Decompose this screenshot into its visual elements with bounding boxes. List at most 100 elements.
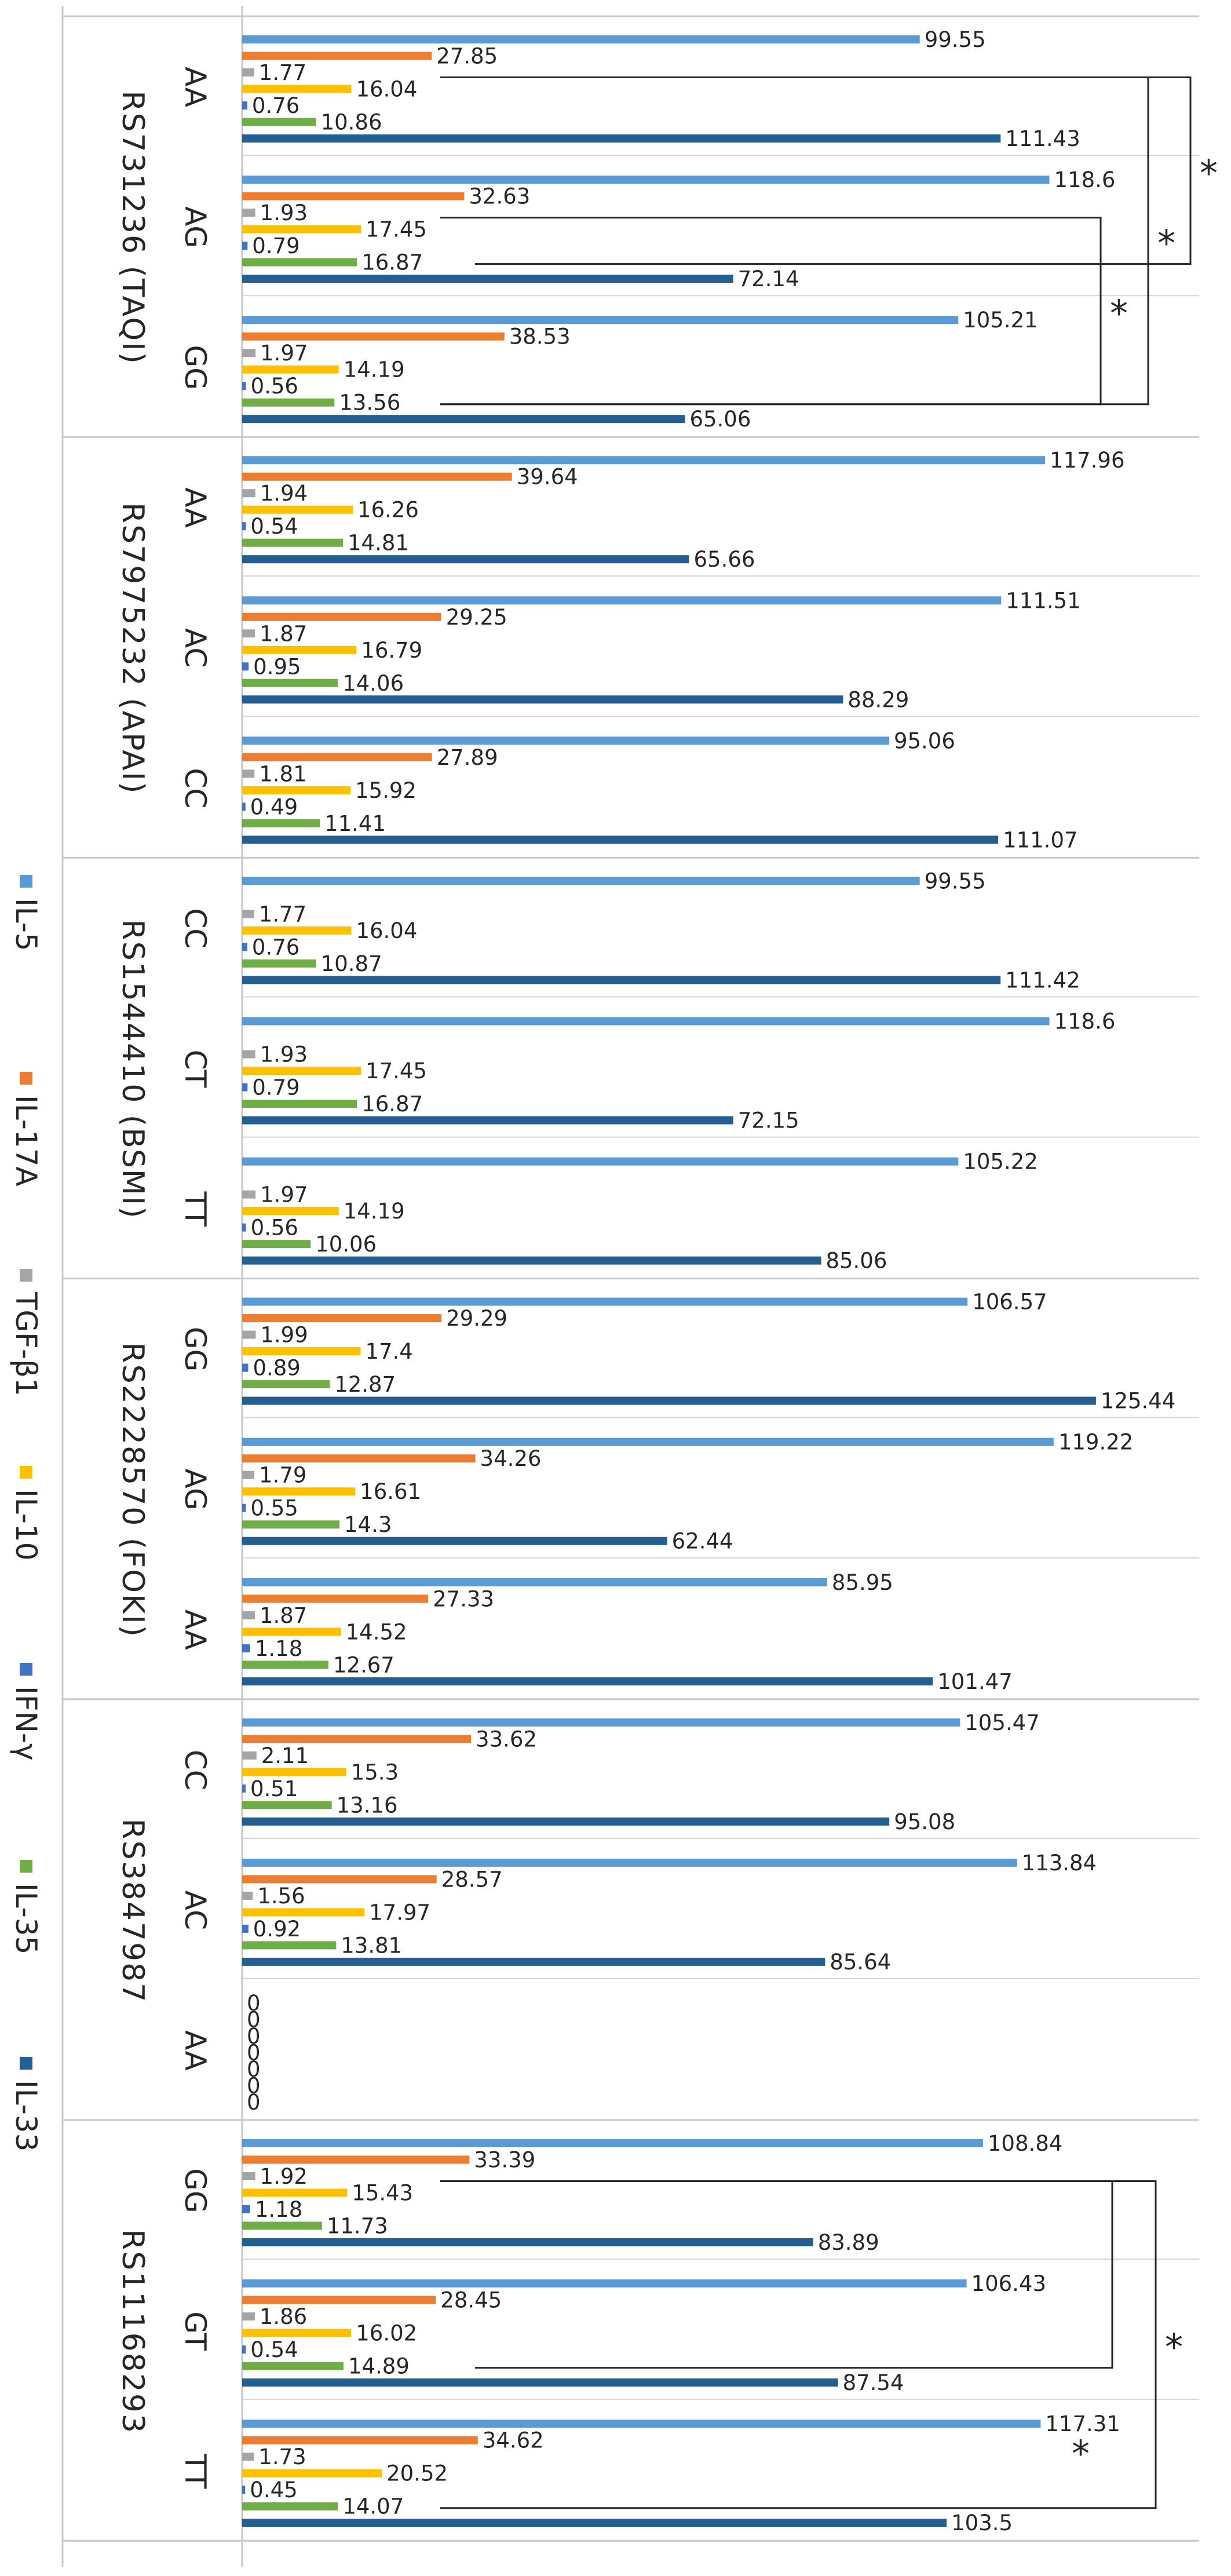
bar-il-5 bbox=[242, 1718, 960, 1727]
data-label: 108.84 bbox=[988, 2131, 1062, 2156]
data-label: 85.64 bbox=[830, 1950, 891, 1975]
bar-il-33 bbox=[242, 1957, 825, 1966]
bar-il-5 bbox=[242, 2279, 967, 2288]
legend-swatch bbox=[20, 875, 32, 888]
data-label: 1.18 bbox=[255, 2197, 302, 2222]
bar-il-5 bbox=[242, 877, 920, 885]
snp-group: RS2228570 (FOKI) GG 106.57 29.29 1.99 17.4 0.8… bbox=[115, 1290, 1175, 1694]
bar-ifn- bbox=[242, 2486, 246, 2494]
bar-ifn- bbox=[242, 382, 246, 391]
data-label: 10.06 bbox=[315, 1232, 377, 1257]
bar-il-5 bbox=[242, 316, 959, 324]
bar-tgf-1 bbox=[242, 349, 256, 357]
data-label: 14.89 bbox=[348, 2354, 410, 2379]
bar-il-35 bbox=[242, 819, 320, 827]
bar-il-35 bbox=[242, 398, 335, 407]
data-label: 0.76 bbox=[252, 935, 299, 959]
bar-tgf-1 bbox=[242, 1190, 256, 1199]
bar-il-10 bbox=[242, 1628, 341, 1636]
data-label: 14.81 bbox=[348, 531, 409, 556]
data-label: 17.45 bbox=[366, 1059, 427, 1083]
bar-ifn- bbox=[242, 1504, 246, 1512]
genotype-label: GG bbox=[178, 1327, 212, 1372]
significance-bracket bbox=[440, 76, 1149, 406]
data-label: 119.22 bbox=[1058, 1430, 1133, 1455]
genotype-label: AG bbox=[178, 206, 212, 248]
data-label: 14.3 bbox=[344, 1512, 392, 1537]
bar-ifn- bbox=[242, 2205, 250, 2213]
legend-swatch bbox=[20, 1860, 32, 1873]
bar-il-5 bbox=[242, 176, 1050, 184]
bar-il-35 bbox=[242, 1240, 311, 1249]
bar-il-35 bbox=[242, 1380, 330, 1389]
bar-il-5 bbox=[242, 35, 920, 43]
data-label: 33.62 bbox=[476, 1727, 537, 1752]
bar-tgf-1 bbox=[242, 489, 255, 498]
data-label: 11.73 bbox=[327, 2214, 388, 2239]
snp-label: RS2228570 (FOKI) bbox=[115, 1342, 150, 1638]
data-label: 14.19 bbox=[344, 357, 405, 382]
bar-il-5 bbox=[242, 2139, 983, 2147]
data-label: 0 bbox=[247, 2057, 261, 2082]
legend-label: TGF-β1 bbox=[9, 1291, 43, 1396]
bar-tgf-1 bbox=[242, 2453, 254, 2461]
data-label: 16.87 bbox=[361, 1092, 423, 1116]
bar-il-10 bbox=[242, 225, 361, 233]
bar-ifn- bbox=[242, 2345, 246, 2354]
data-label: 99.55 bbox=[925, 869, 986, 893]
legend-label: IL-17A bbox=[9, 1095, 43, 1187]
data-label: 13.56 bbox=[339, 391, 400, 415]
data-label: 0.45 bbox=[250, 2478, 297, 2502]
significance-star: * bbox=[1157, 222, 1175, 265]
data-label: 12.67 bbox=[333, 1652, 394, 1677]
data-label: 117.96 bbox=[1050, 448, 1124, 473]
data-label: 16.04 bbox=[356, 77, 417, 102]
snp-label: RS1544410 (BSMI) bbox=[115, 920, 150, 1220]
genotype-label: GG bbox=[178, 2168, 212, 2213]
bar-tgf-1 bbox=[242, 1751, 257, 1760]
bar-il-5 bbox=[242, 596, 1002, 605]
bar-il-17a bbox=[242, 753, 432, 761]
data-label: 17.45 bbox=[366, 217, 427, 242]
legend-label: IL-35 bbox=[9, 1883, 43, 1954]
data-label: 1.81 bbox=[259, 761, 306, 786]
data-label: 101.47 bbox=[937, 1669, 1012, 1694]
bar-il-35 bbox=[242, 2221, 322, 2230]
data-label: 117.31 bbox=[1045, 2411, 1120, 2436]
bar-il-33 bbox=[242, 1256, 821, 1265]
bar-il-10 bbox=[242, 365, 339, 374]
data-label: 38.53 bbox=[509, 324, 571, 349]
data-label: 1.79 bbox=[259, 1463, 306, 1488]
bar-tgf-1 bbox=[242, 2312, 255, 2321]
genotype-label: AA bbox=[178, 1610, 212, 1650]
data-label: 125.44 bbox=[1101, 1389, 1175, 1414]
data-label: 1.86 bbox=[260, 2304, 307, 2329]
snp-label: RS3847987 bbox=[115, 1819, 150, 2004]
data-label: 34.62 bbox=[483, 2428, 544, 2453]
data-label: 1.87 bbox=[260, 1603, 307, 1628]
data-label: 111.07 bbox=[1003, 827, 1077, 852]
data-label: 29.25 bbox=[446, 605, 507, 630]
data-label: 87.54 bbox=[843, 2370, 904, 2395]
data-label: 111.51 bbox=[1006, 588, 1080, 613]
data-label: 16.02 bbox=[356, 2321, 417, 2346]
bar-ifn- bbox=[242, 1784, 246, 1793]
snp-group: RS731236 (TAQI) AA 99.55 27.85 1.77 16.04 0.76… bbox=[115, 27, 1218, 432]
data-label: 15.3 bbox=[351, 1760, 399, 1785]
bar-il-10 bbox=[242, 645, 357, 654]
genotype-label: GG bbox=[178, 345, 212, 390]
bar-tgf-1 bbox=[242, 1611, 255, 1619]
data-label: 1.77 bbox=[259, 902, 306, 926]
bar-il-17a bbox=[242, 2296, 436, 2304]
bar-il-10 bbox=[242, 2329, 352, 2337]
data-label: 0.51 bbox=[250, 1776, 298, 1801]
bar-ifn- bbox=[242, 242, 248, 250]
bar-il-10 bbox=[242, 1908, 365, 1917]
data-label: 1.93 bbox=[260, 1042, 308, 1067]
genotype-label: AA bbox=[178, 2030, 212, 2071]
genotype-label: TT bbox=[178, 1191, 212, 1227]
bar-il-17a bbox=[242, 192, 465, 200]
bar-il-10 bbox=[242, 926, 352, 935]
bar-il-35 bbox=[242, 538, 344, 547]
bar-tgf-1 bbox=[242, 1330, 256, 1339]
